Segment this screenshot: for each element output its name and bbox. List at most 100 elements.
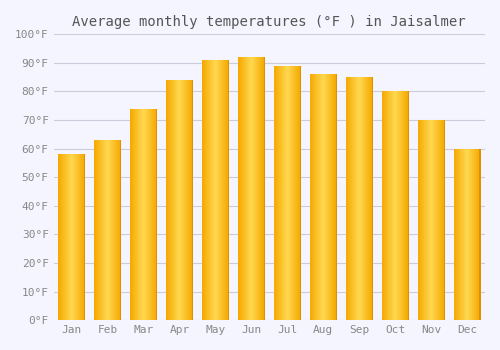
Bar <box>323 74 324 320</box>
Bar <box>243 57 244 320</box>
Bar <box>71 154 72 320</box>
Bar <box>433 120 434 320</box>
Bar <box>252 57 254 320</box>
Bar <box>400 91 401 320</box>
Bar <box>112 140 113 320</box>
Bar <box>286 66 288 320</box>
Bar <box>427 120 428 320</box>
Bar <box>386 91 387 320</box>
Bar <box>442 120 443 320</box>
Bar <box>221 60 222 320</box>
Bar <box>420 120 421 320</box>
Bar <box>225 60 226 320</box>
Bar <box>278 66 279 320</box>
Bar <box>69 154 70 320</box>
Bar <box>391 91 392 320</box>
Bar <box>185 80 186 320</box>
Bar <box>396 91 397 320</box>
Bar <box>354 77 355 320</box>
Bar <box>457 149 458 320</box>
Bar <box>64 154 65 320</box>
Bar <box>474 149 475 320</box>
Bar <box>290 66 292 320</box>
Bar <box>478 149 479 320</box>
Bar <box>120 140 121 320</box>
Bar <box>383 91 384 320</box>
Bar <box>250 57 252 320</box>
Bar <box>470 149 471 320</box>
Bar <box>328 74 330 320</box>
Bar <box>104 140 105 320</box>
Bar <box>477 149 478 320</box>
Bar <box>214 60 216 320</box>
Bar <box>401 91 402 320</box>
Bar <box>226 60 227 320</box>
Bar <box>465 149 466 320</box>
Bar <box>114 140 115 320</box>
Bar <box>438 120 439 320</box>
Bar <box>358 77 359 320</box>
Bar <box>382 91 383 320</box>
Bar <box>388 91 389 320</box>
Bar <box>150 108 151 320</box>
Bar <box>350 77 351 320</box>
Bar <box>59 154 60 320</box>
Bar <box>274 66 275 320</box>
Bar <box>434 120 435 320</box>
Bar <box>425 120 426 320</box>
Bar <box>324 74 326 320</box>
Bar <box>402 91 403 320</box>
Bar <box>77 154 78 320</box>
Bar <box>435 120 436 320</box>
Bar <box>82 154 83 320</box>
Bar <box>455 149 456 320</box>
Bar <box>166 80 168 320</box>
Bar <box>75 154 76 320</box>
Bar <box>182 80 183 320</box>
Bar <box>398 91 399 320</box>
Bar <box>192 80 193 320</box>
Bar <box>84 154 85 320</box>
Bar <box>426 120 427 320</box>
Bar <box>78 154 79 320</box>
Bar <box>110 140 111 320</box>
Bar <box>284 66 286 320</box>
Bar <box>440 120 441 320</box>
Bar <box>119 140 120 320</box>
Bar <box>148 108 149 320</box>
Bar <box>395 91 396 320</box>
Bar <box>115 140 116 320</box>
Bar <box>461 149 462 320</box>
Bar <box>254 57 256 320</box>
Bar <box>389 91 390 320</box>
Bar <box>276 66 277 320</box>
Bar <box>311 74 312 320</box>
Bar <box>368 77 370 320</box>
Bar <box>190 80 191 320</box>
Bar <box>102 140 103 320</box>
Bar <box>202 60 203 320</box>
Bar <box>144 108 145 320</box>
Bar <box>192 80 193 320</box>
Bar <box>370 77 372 320</box>
Bar <box>99 140 100 320</box>
Bar <box>227 60 228 320</box>
Bar <box>156 108 157 320</box>
Bar <box>153 108 154 320</box>
Bar <box>60 154 61 320</box>
Bar <box>106 140 107 320</box>
Bar <box>280 66 281 320</box>
Bar <box>242 57 243 320</box>
Bar <box>228 60 229 320</box>
Bar <box>240 57 241 320</box>
Bar <box>220 60 221 320</box>
Bar <box>320 74 321 320</box>
Bar <box>362 77 363 320</box>
Bar <box>422 120 423 320</box>
Bar <box>399 91 400 320</box>
Bar <box>66 154 67 320</box>
Bar <box>103 140 104 320</box>
Bar <box>347 77 348 320</box>
Bar <box>279 66 280 320</box>
Bar <box>431 120 432 320</box>
